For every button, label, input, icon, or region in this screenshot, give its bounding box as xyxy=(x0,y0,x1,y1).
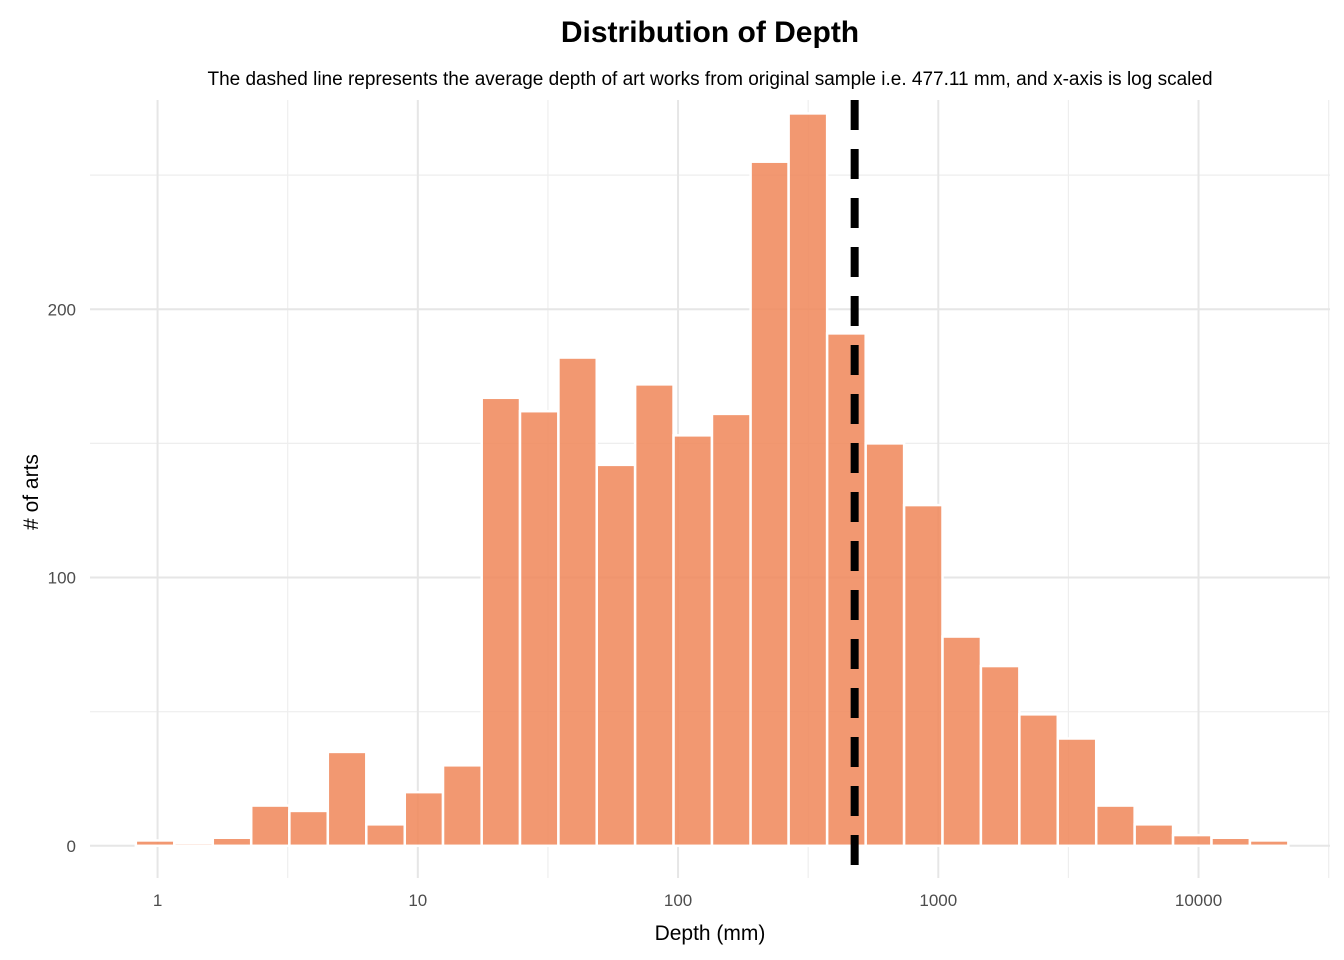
histogram-bar xyxy=(441,764,483,848)
histogram-bar xyxy=(1018,713,1060,848)
histogram-bar xyxy=(749,160,790,848)
histogram-bar xyxy=(480,396,522,848)
y-tick-label: 100 xyxy=(48,569,76,588)
x-tick-label: 1000 xyxy=(919,891,957,910)
y-tick-label: 200 xyxy=(48,300,76,319)
chart-subtitle: The dashed line represents the average d… xyxy=(207,69,1212,90)
y-tick-label: 0 xyxy=(67,837,76,856)
histogram-bar xyxy=(1248,839,1290,848)
x-axis-title: Depth (mm) xyxy=(655,922,766,945)
x-tick-label: 10000 xyxy=(1175,891,1222,910)
x-tick-label: 10 xyxy=(408,891,427,910)
x-tick-label: 100 xyxy=(664,891,692,910)
histogram-bar xyxy=(1094,804,1136,848)
histogram-bar xyxy=(173,841,215,848)
histogram-bar xyxy=(1171,833,1213,848)
histogram-bar xyxy=(1056,737,1098,848)
histogram-bar xyxy=(557,356,598,848)
histogram-bar xyxy=(825,332,867,848)
histogram-bar xyxy=(710,412,752,848)
histogram-bar xyxy=(211,836,253,848)
histogram-bar xyxy=(1133,823,1175,848)
histogram-bar xyxy=(249,804,291,848)
histogram-bar xyxy=(365,823,407,848)
histogram-bars xyxy=(134,112,1290,848)
histogram-bar xyxy=(787,112,829,848)
histogram-bar xyxy=(864,442,906,848)
histogram-bar xyxy=(595,463,637,848)
histogram-bar xyxy=(672,434,714,848)
histogram-bar xyxy=(288,809,330,848)
histogram-bar xyxy=(633,383,675,848)
histogram-bar xyxy=(979,664,1021,848)
y-axis-title: # of arts xyxy=(20,454,43,530)
histogram-bar xyxy=(902,503,944,848)
histogram-bar xyxy=(403,790,445,848)
x-tick-label: 1 xyxy=(153,891,162,910)
y-axis-ticks: 0 100 200 xyxy=(48,300,76,856)
x-axis-ticks: 1 10 100 1000 10000 xyxy=(153,891,1222,910)
histogram-bar xyxy=(326,750,368,848)
chart-title: Distribution of Depth xyxy=(561,16,859,49)
histogram-bar xyxy=(1210,836,1252,848)
histogram-bar xyxy=(518,409,560,848)
histogram-bar xyxy=(134,839,176,848)
histogram-bar xyxy=(941,635,983,848)
